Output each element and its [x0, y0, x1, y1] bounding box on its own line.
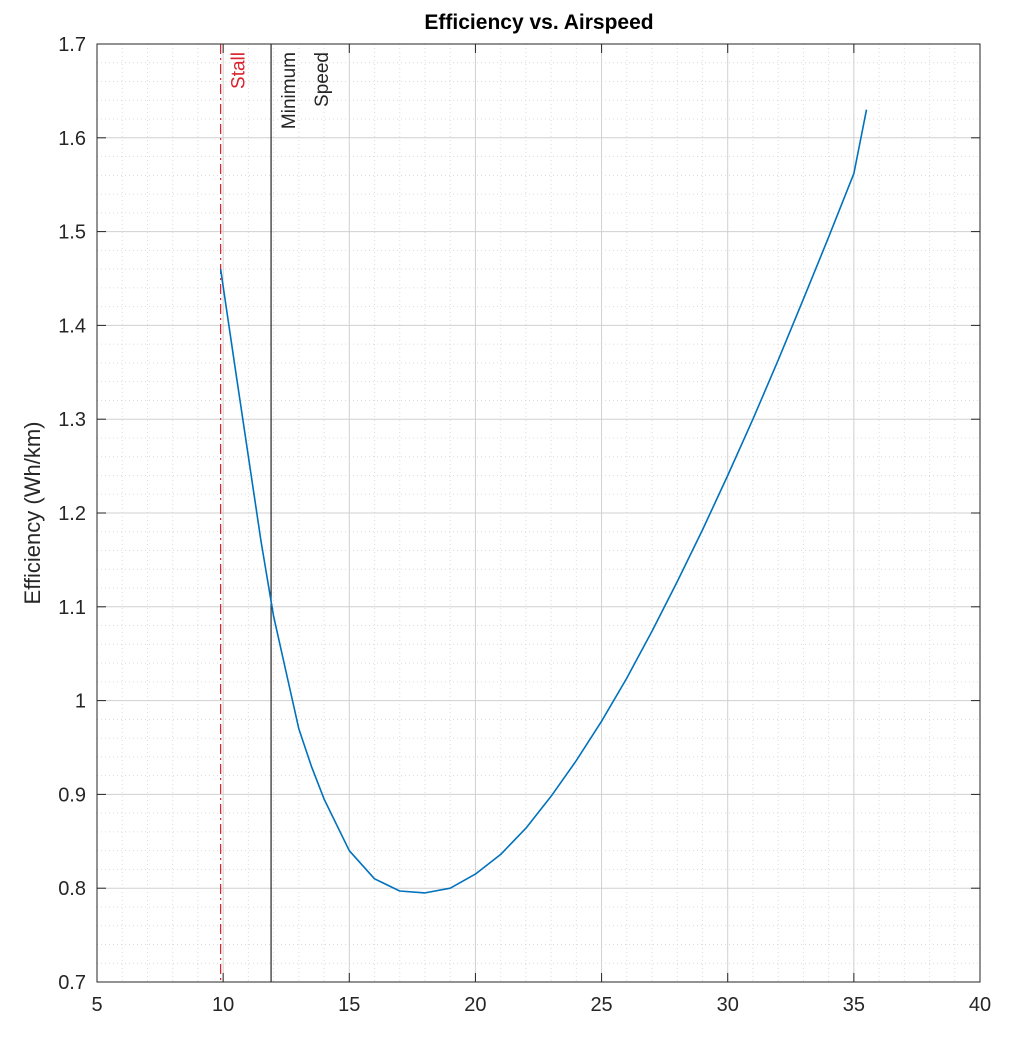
y-tick-label: 1.6 — [58, 128, 86, 150]
reference-lines: Stall Minimum Speed — [220, 44, 333, 982]
x-tick-label: 10 — [212, 994, 234, 1016]
x-tick-label: 15 — [338, 994, 360, 1016]
tick-labels: 5 10 15 20 25 30 35 40 0.7 0.8 0.9 1 1.1 1.2 1.3 1.4 1.5… — [58, 34, 991, 1016]
y-tick-label: 1.5 — [58, 222, 86, 244]
x-tick-label: 35 — [843, 994, 865, 1016]
x-tick-label: 5 — [91, 994, 102, 1016]
y-axis-label: Efficiency (Wh/km) — [20, 422, 45, 605]
minimum-speed-label: Speed — [312, 52, 333, 107]
y-tick-label: 0.8 — [58, 878, 86, 900]
x-tick-label: 25 — [590, 994, 612, 1016]
y-tick-label: 1.4 — [58, 315, 86, 337]
efficiency-curve — [219, 109, 868, 894]
y-tick-label: 1.1 — [58, 597, 86, 619]
x-tick-label: 40 — [969, 994, 991, 1016]
chart-title: Efficiency vs. Airspeed — [424, 11, 653, 34]
y-tick-label: 0.9 — [58, 784, 86, 806]
y-tick-label: 0.7 — [58, 972, 86, 994]
x-tick-label: 30 — [717, 994, 739, 1016]
y-tick-label: 1 — [75, 691, 86, 713]
y-tick-label: 1.3 — [58, 409, 86, 431]
y-tick-label: 1.2 — [58, 503, 86, 525]
series-group — [219, 109, 868, 894]
stall-label: Stall — [229, 52, 250, 89]
y-tick-label: 1.7 — [58, 34, 86, 56]
minimum-speed-label: Minimum — [279, 52, 300, 129]
axis-ticks — [96, 43, 981, 983]
x-tick-label: 20 — [464, 994, 486, 1016]
